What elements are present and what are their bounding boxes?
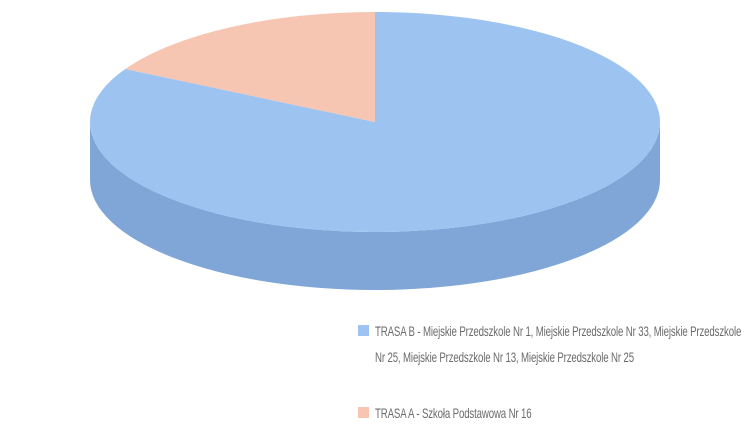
legend-swatch <box>358 325 369 336</box>
pie-slice <box>125 12 375 122</box>
legend-item: TRASA B - Miejskie Przedszkole Nr 1, Mie… <box>358 318 751 370</box>
pie-side <box>90 122 660 290</box>
legend-item: TRASA A - Szkoła Podstawowa Nr 16 <box>358 400 751 426</box>
legend-label: TRASA A - Szkoła Podstawowa Nr 16 <box>375 405 532 421</box>
legend-label: TRASA B - Miejskie Przedszkole Nr 1, Mie… <box>375 323 742 365</box>
pie-area <box>89 12 660 290</box>
legend-swatch <box>358 407 369 418</box>
